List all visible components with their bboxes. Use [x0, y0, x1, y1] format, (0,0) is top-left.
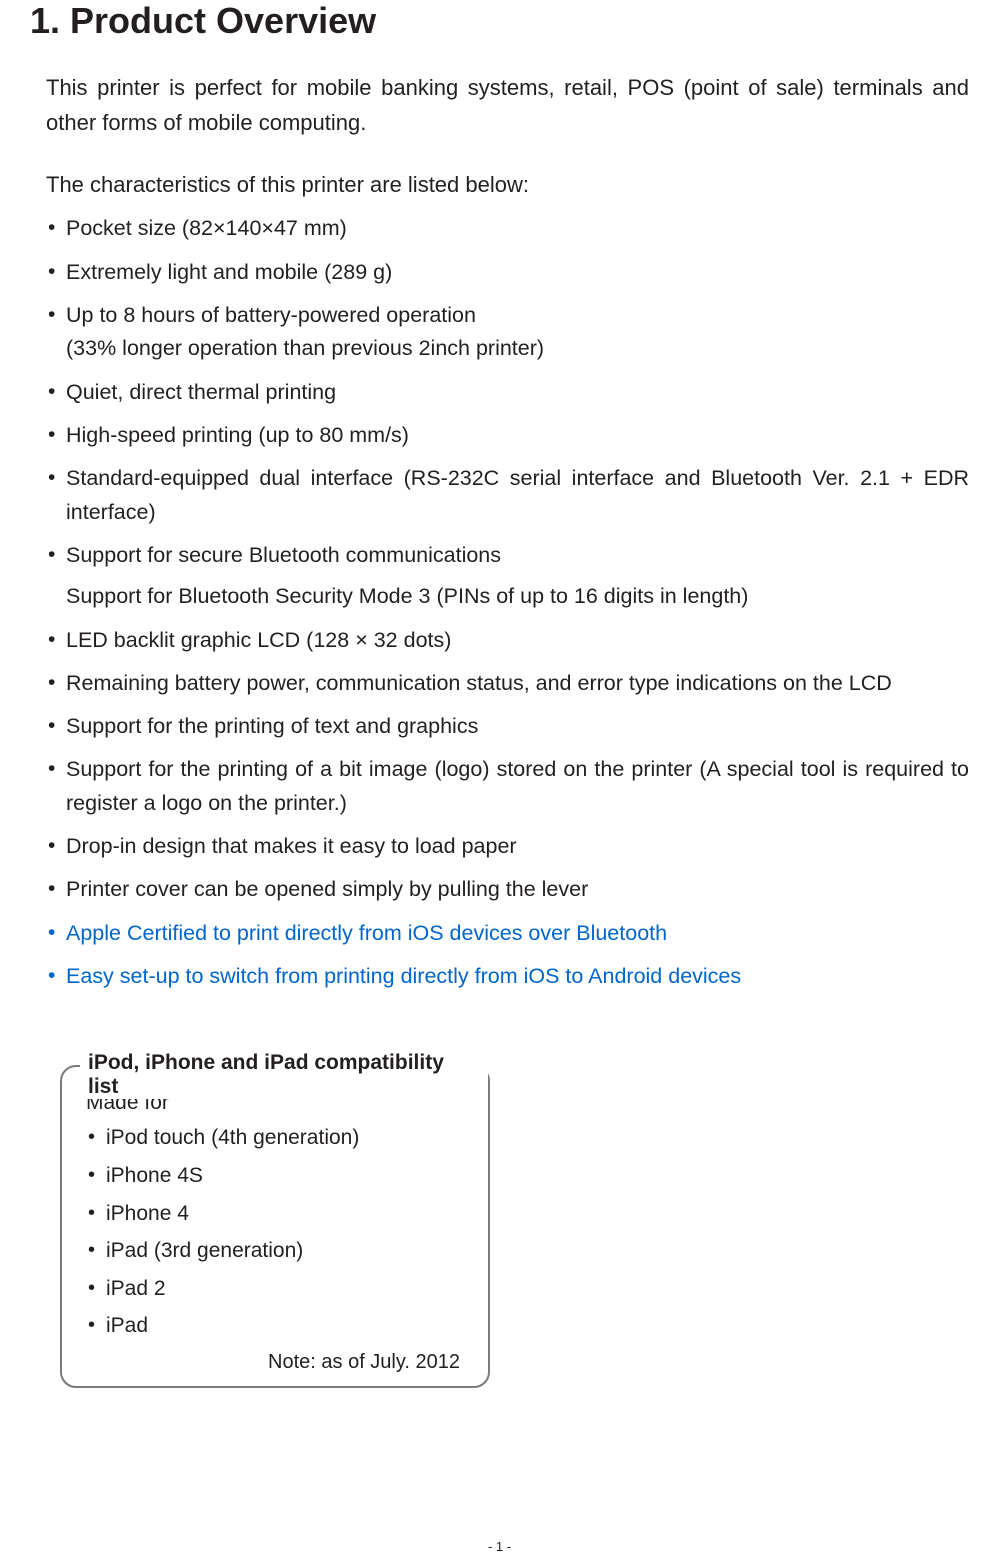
intro-paragraph: This printer is perfect for mobile banki… — [30, 70, 969, 140]
characteristic-item: Easy set-up to switch from printing dire… — [46, 960, 969, 993]
characteristic-item: Remaining battery power, communication s… — [46, 667, 969, 700]
characteristic-item: Drop-in design that makes it easy to loa… — [46, 830, 969, 863]
characteristic-item: Support for secure Bluetooth communicati… — [46, 539, 969, 614]
characteristic-item: Pocket size (82×140×47 mm) — [46, 212, 969, 245]
characteristic-text: Standard-equipped dual interface (RS-232… — [66, 466, 969, 523]
characteristic-item: Support for the printing of text and gra… — [46, 710, 969, 743]
characteristic-subline: (33% longer operation than previous 2inc… — [66, 332, 969, 365]
characteristic-text: Quiet, direct thermal printing — [66, 380, 336, 404]
characteristic-item: Support for the printing of a bit image … — [46, 753, 969, 820]
characteristic-text: Drop-in design that makes it easy to loa… — [66, 834, 517, 858]
characteristic-text: Extremely light and mobile (289 g) — [66, 260, 392, 284]
characteristic-text: Pocket size (82×140×47 mm) — [66, 216, 347, 240]
characteristic-item: High-speed printing (up to 80 mm/s) — [46, 419, 969, 452]
characteristic-item: Quiet, direct thermal printing — [46, 376, 969, 409]
section-heading: 1. Product Overview — [30, 0, 969, 42]
characteristic-subline: Support for Bluetooth Security Mode 3 (P… — [66, 580, 969, 613]
characteristic-text: LED backlit graphic LCD (128 × 32 dots) — [66, 628, 451, 652]
characteristic-text: Support for secure Bluetooth communicati… — [66, 543, 501, 567]
characteristic-text: Apple Certified to print directly from i… — [66, 921, 667, 945]
compatibility-note: Note: as of July. 2012 — [86, 1351, 468, 1374]
characteristic-text: High-speed printing (up to 80 mm/s) — [66, 423, 409, 447]
compatibility-box: iPod, iPhone and iPad compatibility list… — [60, 1065, 490, 1388]
characteristic-item: Extremely light and mobile (289 g) — [46, 256, 969, 289]
characteristic-item: Apple Certified to print directly from i… — [46, 917, 969, 950]
compat-device-item: iPad 2 — [86, 1272, 468, 1306]
compat-device-item: iPad — [86, 1309, 468, 1343]
characteristic-item: LED backlit graphic LCD (128 × 32 dots) — [46, 624, 969, 657]
characteristic-text: Support for the printing of a bit image … — [66, 757, 969, 814]
compat-device-item: iPad (3rd generation) — [86, 1234, 468, 1268]
characteristic-text: Printer cover can be opened simply by pu… — [66, 877, 588, 901]
characteristic-text: Remaining battery power, communication s… — [66, 671, 892, 695]
characteristic-text: Easy set-up to switch from printing dire… — [66, 964, 741, 988]
characteristic-item: Printer cover can be opened simply by pu… — [46, 873, 969, 906]
compat-device-item: iPhone 4S — [86, 1159, 468, 1193]
compatibility-title: iPod, iPhone and iPad compatibility list — [80, 1051, 488, 1099]
compat-device-item: iPhone 4 — [86, 1197, 468, 1231]
compat-device-item: iPod touch (4th generation) — [86, 1121, 468, 1155]
characteristic-text: Up to 8 hours of battery-powered operati… — [66, 303, 476, 327]
compatibility-device-list: iPod touch (4th generation) iPhone 4S iPho… — [86, 1121, 468, 1343]
characteristic-text: Support for the printing of text and gra… — [66, 714, 478, 738]
characteristic-item: Up to 8 hours of battery-powered operati… — [46, 299, 969, 366]
characteristics-intro: The characteristics of this printer are … — [30, 172, 969, 198]
characteristics-list: Pocket size (82×140×47 mm) Extremely ligh… — [30, 212, 969, 993]
page-number: - 1 - — [488, 1539, 511, 1554]
characteristic-item: Standard-equipped dual interface (RS-232… — [46, 462, 969, 529]
